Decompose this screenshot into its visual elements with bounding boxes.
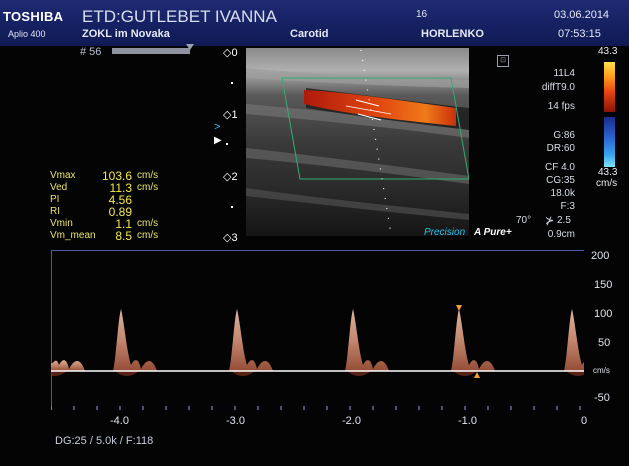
measurement-row: PI 4.56 (50, 193, 132, 207)
measurement-row: Vmax 103.6 cm/s (50, 169, 159, 183)
velocity-tick-label: -50 (594, 392, 610, 404)
doppler-settings: DG:25 / 5.0k / F:118 (55, 435, 154, 447)
color-gain: CG:35 (546, 175, 575, 186)
peak-marker-icon (456, 305, 462, 311)
sample-gate-top (355, 99, 380, 107)
measurement-block: Vmax 103.6 cm/s Ved 11.3 cm/s PI 4.56 RI… (50, 169, 190, 243)
velocity-tick-label: 200 (591, 250, 610, 262)
operator-name: HORLENKO (421, 28, 484, 40)
spectral-doppler-display (51, 305, 584, 410)
velocity-unit: cm/s (593, 366, 610, 375)
depth-tick (231, 82, 233, 84)
focus-marker-icon: > (214, 121, 221, 133)
velocity-axis (584, 251, 586, 410)
frame-rate: 14 fps (547, 101, 575, 112)
exam-date: 03.06.2014 (554, 9, 610, 21)
measurement-row: Vmin 1.1 cm/s (50, 217, 159, 231)
measurement-row: Vm_mean 8.5 cm/s (50, 229, 159, 243)
cine-slider[interactable] (112, 48, 190, 54)
ed-marker-icon (474, 372, 480, 378)
imaging-mode: diffT9.0 (541, 82, 575, 93)
measurement-row: RI 0.89 (50, 205, 132, 219)
probe-type: 11L4 (553, 68, 575, 79)
systolic-peak (229, 309, 273, 371)
exam-preset: Carotid (290, 28, 329, 40)
gain-value: G:86 (553, 130, 575, 141)
pure-label: A Pure+ (474, 227, 512, 238)
sample-volume: 0.9cm (547, 229, 575, 240)
depth-mark-2: ◇2 (223, 171, 238, 183)
time-tick-label: -1.0 (458, 415, 477, 427)
reverse-flow (566, 371, 584, 376)
measurement-row: Ved 11.3 cm/s (50, 181, 159, 195)
patient-title: ETD:GUTLEBET IVANNA (82, 7, 277, 26)
spectral-frame (51, 250, 584, 410)
colorbar-unit: cm/s (596, 178, 618, 189)
brand-logo: TOSHIBA (3, 9, 64, 24)
depth-mark-1: ◇1 (223, 109, 238, 121)
time-tick-label: -2.0 (342, 415, 361, 427)
exam-number: 16 (416, 9, 428, 20)
bmode-image (246, 48, 469, 236)
color-box[interactable] (281, 77, 469, 180)
doppler-angle: 70° (516, 215, 532, 226)
depth-tick (226, 143, 228, 145)
header-bar (0, 0, 629, 46)
velocity-tick-label: 150 (594, 279, 613, 291)
color-flow-region (304, 90, 456, 126)
waveform-group (51, 309, 584, 376)
angle-correction-line (345, 105, 392, 115)
probe-orientation-icon: ⊡ (497, 55, 509, 67)
frame-number: # 56 (80, 46, 102, 58)
reverse-flow (453, 371, 477, 376)
device-model: Aplio 400 (8, 29, 46, 39)
systolic-peak (345, 309, 389, 371)
colorbar-bottom-value: 43.3 (598, 167, 618, 178)
focus-position-icon[interactable]: ▶ (214, 135, 222, 146)
sample-gate-bottom (357, 113, 382, 121)
depth-mark-3: ◇3 (223, 232, 238, 244)
systolic-peak (51, 360, 85, 371)
dynamic-range: DR:60 (546, 143, 575, 154)
time-ticks (51, 406, 581, 410)
exam-time: 07:53:15 (558, 28, 601, 40)
reverse-flow (231, 371, 255, 376)
systolic-peak (451, 309, 495, 371)
reverse-flow (115, 371, 139, 376)
reverse-flow (347, 371, 371, 376)
colorbar-positive (604, 62, 615, 112)
time-tick-label: 0 (581, 415, 588, 427)
institution-name: ZOKL im Novaka (82, 28, 170, 40)
colorbar-top-value: 43.3 (598, 46, 618, 57)
prf-value: 18.0k (550, 188, 575, 199)
velocity-tick-label: 50 (598, 337, 611, 349)
velocity-tick-label: 100 (594, 308, 613, 320)
time-tick-label: -3.0 (226, 415, 245, 427)
color-frequency: CF 4.0 (544, 162, 575, 173)
depth-mark-0: ◇0 (223, 47, 238, 59)
systolic-peak (564, 309, 584, 371)
systolic-peak (113, 309, 157, 371)
time-tick-label: -4.0 (110, 415, 129, 427)
precision-label: Precision (424, 227, 466, 238)
angle-correction-icon: ⊁ (545, 215, 555, 227)
depth-tick (231, 206, 233, 208)
angle-correction-value: 2.5 (557, 215, 571, 226)
reverse-flow (51, 371, 67, 376)
colorbar-negative (604, 117, 615, 167)
cine-slider-handle[interactable] (186, 44, 194, 50)
filter-value: F:3 (560, 201, 575, 212)
